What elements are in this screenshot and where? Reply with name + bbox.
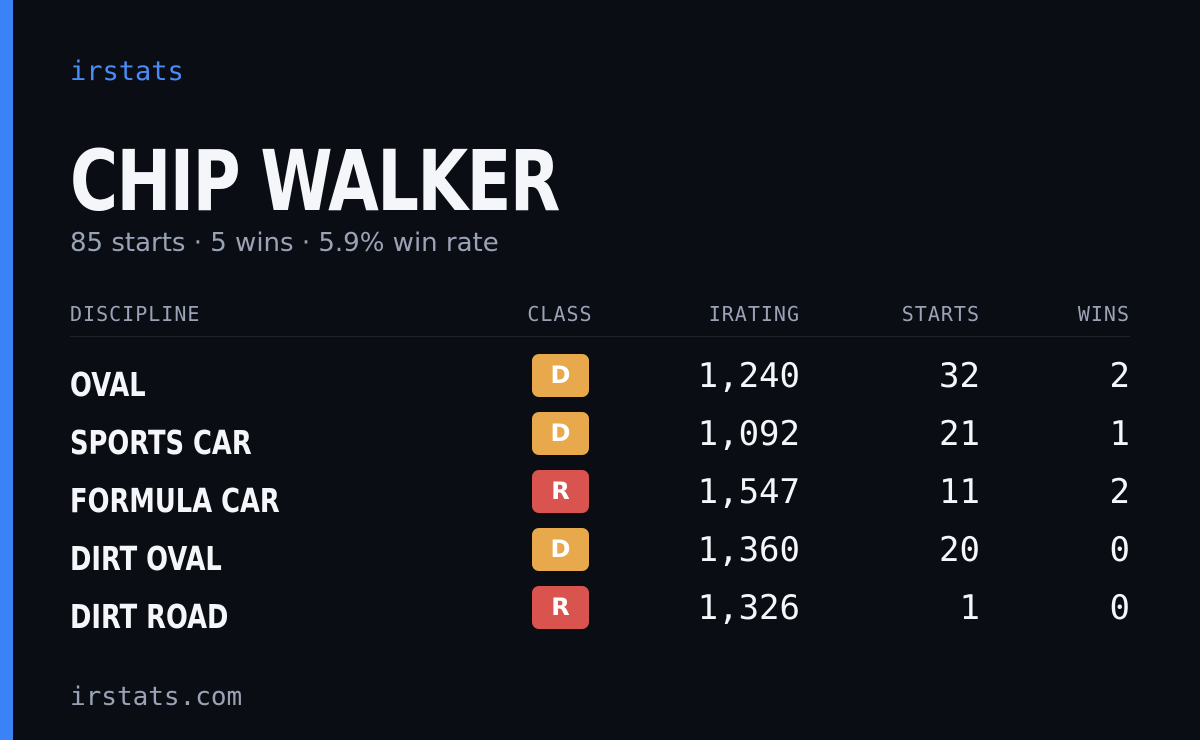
starts: 11	[939, 472, 980, 512]
class-badge: D	[532, 528, 589, 571]
class-badge: R	[532, 470, 589, 513]
class-badge: D	[532, 354, 589, 397]
class-header: CLASS	[527, 302, 593, 326]
irating: 1,092	[697, 414, 800, 454]
discipline: OVAL	[70, 365, 146, 404]
wins: 0	[1109, 530, 1130, 570]
irating: 1,326	[697, 588, 800, 628]
header-rule	[70, 336, 1130, 337]
starts: 21	[939, 414, 980, 454]
driver-name: CHIP WALKER	[70, 132, 560, 230]
wins: 2	[1109, 472, 1130, 512]
discipline: DIRT OVAL	[70, 539, 222, 578]
brand: irstats	[70, 56, 184, 87]
irating: 1,547	[697, 472, 800, 512]
class-badge: D	[532, 412, 589, 455]
wins: 0	[1109, 588, 1130, 628]
footer: irstats.com	[70, 682, 243, 712]
irating: 1,360	[697, 530, 800, 570]
driver-summary: 85 starts · 5 wins · 5.9% win rate	[70, 228, 499, 258]
wins: 1	[1109, 414, 1130, 454]
discipline: DIRT ROAD	[70, 597, 229, 636]
irating: 1,240	[697, 356, 800, 396]
starts-header: STARTS	[901, 302, 980, 326]
wins-header: WINS	[1077, 302, 1130, 326]
wins: 2	[1109, 356, 1130, 396]
accent-bar	[0, 0, 13, 740]
starts: 32	[939, 356, 980, 396]
starts: 1	[959, 588, 980, 628]
discipline-header: DISCIPLINE	[70, 302, 201, 326]
discipline: FORMULA CAR	[70, 481, 280, 520]
discipline: SPORTS CAR	[70, 423, 252, 462]
class-badge: R	[532, 586, 589, 629]
starts: 20	[939, 530, 980, 570]
irating-header: IRATING	[708, 302, 800, 326]
